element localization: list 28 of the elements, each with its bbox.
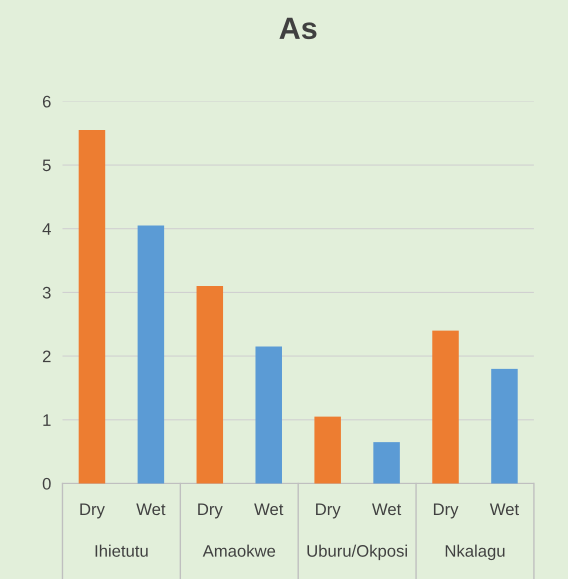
x-tick-label: Dry — [316, 504, 341, 518]
text: Ihietutu — [96, 544, 148, 557]
text: Amaokwe — [202, 544, 276, 557]
x-tick-label: Dry — [80, 504, 105, 518]
bar — [491, 368, 518, 484]
bar — [373, 442, 400, 484]
text: Nkalagu — [446, 544, 504, 560]
x-tick-label: Wet — [372, 504, 402, 516]
y-tick-label: 0 — [42, 478, 51, 490]
y-tick-label: 6 — [42, 96, 51, 108]
y-tick-label: 1 — [43, 414, 51, 426]
chart-title: As — [279, 18, 316, 40]
y-tick-label: 5 — [42, 160, 51, 172]
x-tick-label: Wet — [136, 504, 166, 516]
bar — [138, 226, 164, 484]
bar — [432, 330, 459, 484]
x-tick-label: Wet — [490, 504, 519, 516]
text: Uburu/Okposi — [307, 544, 407, 560]
y-tick-label: 3 — [42, 286, 51, 299]
y-tick-label: 2 — [42, 350, 51, 362]
x-tick-label: Dry — [198, 504, 223, 518]
x-tick-label: Dry — [434, 504, 458, 518]
bar — [78, 130, 106, 484]
bar — [314, 416, 341, 484]
x-tick-label: Wet — [254, 504, 284, 516]
bar — [255, 346, 282, 484]
bar — [196, 286, 224, 484]
y-tick-label: 4 — [42, 223, 51, 235]
